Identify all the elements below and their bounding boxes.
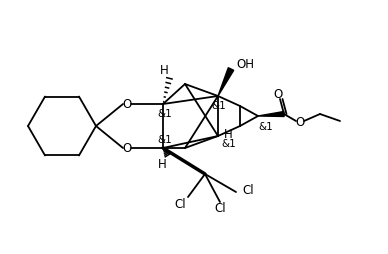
Text: H: H [223, 127, 232, 140]
Text: &1: &1 [259, 121, 274, 132]
Polygon shape [218, 68, 234, 97]
Text: &1: &1 [211, 101, 226, 110]
Text: O: O [122, 142, 132, 155]
Text: Cl: Cl [214, 202, 226, 215]
Text: &1: &1 [222, 138, 236, 148]
Text: Cl: Cl [242, 184, 254, 197]
Text: H: H [158, 158, 166, 171]
Text: Cl: Cl [174, 197, 186, 210]
Text: &1: &1 [158, 108, 172, 119]
Text: H: H [159, 63, 168, 76]
Text: O: O [122, 98, 132, 111]
Text: O: O [295, 115, 305, 128]
Polygon shape [258, 112, 284, 117]
Text: &1: &1 [158, 134, 172, 145]
Text: O: O [274, 88, 282, 101]
Text: OH: OH [236, 58, 254, 71]
